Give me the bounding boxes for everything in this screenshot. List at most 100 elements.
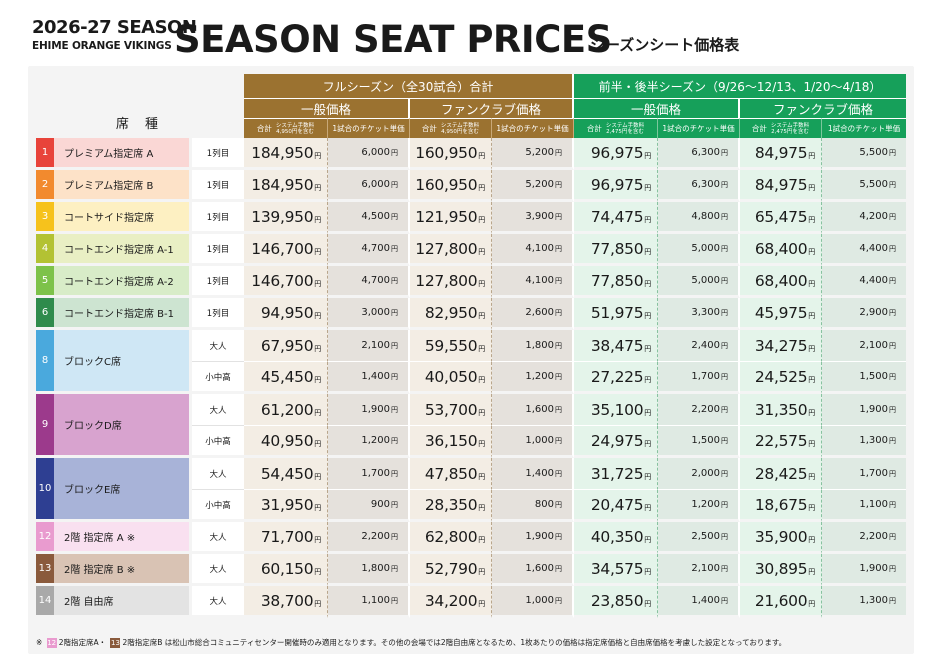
price-value: 31,950 [260, 495, 314, 514]
seat-tier: 小中高 [192, 490, 244, 522]
full-fanclub-per-game: 1,200円 [492, 362, 574, 394]
yen-unit: 円 [478, 279, 485, 288]
yen-unit: 円 [721, 213, 728, 221]
full-general-per-game: 1,100円 [328, 586, 410, 618]
full-general-total: 146,700円 [244, 266, 328, 298]
table-row: 5 コートエンド指定席 A-2 1列目 146,700円 4,700円 127,800円 4… [36, 266, 906, 298]
full-fanclub-total: 121,950円 [410, 202, 492, 234]
yen-unit: 円 [644, 279, 651, 288]
price-value: 35,900 [754, 527, 808, 546]
total-label: 合計 システム手数料 4,950円を含む [410, 118, 492, 138]
half-fanclub-total: 21,600円 [740, 586, 822, 618]
table-row: 10 ブロックE席 大人 54,450円 1,700円 47,850円 1,400円 31,7… [36, 458, 906, 522]
yen-unit: 円 [478, 183, 485, 192]
yen-unit: 円 [889, 373, 896, 381]
half-fanclub-total: 24,525円 [740, 362, 822, 394]
seat-name: ブロックD席 [54, 394, 192, 458]
seat-tier: 小中高 [192, 426, 244, 458]
price-value: 6,000 [361, 179, 390, 190]
yen-unit: 円 [555, 245, 562, 253]
price-value: 1,700 [691, 371, 720, 382]
yen-unit: 円 [555, 501, 562, 509]
full-fanclub-total: 47,850円 [410, 458, 492, 490]
price-value: 1,300 [859, 435, 888, 446]
half-general-per-game: 4,800円 [658, 202, 740, 234]
yen-unit: 円 [644, 344, 651, 353]
price-value: 77,850 [590, 239, 644, 258]
half-general-per-game: 2,400円 [658, 330, 740, 362]
yen-unit: 円 [808, 503, 815, 512]
half-fanclub-total: 28,425円 [740, 458, 822, 490]
full-fanclub-per-game: 1,800円 [492, 330, 574, 362]
price-value: 900 [370, 499, 390, 510]
half-general-per-game: 1,700円 [658, 362, 740, 394]
full-fanclub-per-game: 1,600円 [492, 554, 574, 586]
price-value: 5,000 [691, 243, 720, 254]
per-game-label: 1試合のチケット単価 [822, 118, 906, 138]
price-value: 1,100 [361, 595, 390, 606]
full-general-per-game: 900円 [328, 490, 410, 522]
price-value: 94,950 [260, 303, 314, 322]
yen-unit: 円 [555, 437, 562, 445]
price-value: 4,100 [525, 275, 554, 286]
seat-number: 12 [36, 522, 54, 554]
full-general-per-game: 4,500円 [328, 202, 410, 234]
half-general-total: 96,975円 [574, 138, 658, 170]
seat-tier: 1列目 [192, 234, 244, 266]
yen-unit: 円 [889, 533, 896, 541]
full-general-total: 31,950円 [244, 490, 328, 522]
price-value: 5,500 [859, 179, 888, 190]
yen-unit: 円 [314, 408, 321, 417]
price-value: 1,300 [859, 595, 888, 606]
footnote-text: は松山市総合コミュニティセンター開催時のみ適用となります。その他の会場では2階自… [164, 638, 787, 647]
price-value: 160,950 [415, 175, 478, 194]
full-fanclub-per-game: 1,000円 [492, 586, 574, 618]
full-fanclub-per-game: 2,600円 [492, 298, 574, 330]
price-value: 1,600 [525, 563, 554, 574]
half-season-header: 前半・後半シーズン（9/26～12/13、1/20～4/18） [574, 74, 906, 98]
yen-unit: 円 [555, 213, 562, 221]
half-fanclub-per-game: 4,200円 [822, 202, 906, 234]
yen-unit: 円 [314, 183, 321, 192]
price-value: 1,800 [361, 563, 390, 574]
half-fanclub-per-game: 5,500円 [822, 138, 906, 170]
yen-unit: 円 [721, 373, 728, 381]
system-fee-note: システム手数料 4,950円を含む [440, 122, 480, 135]
full-general-per-game: 4,700円 [328, 234, 410, 266]
price-value: 127,800 [415, 271, 478, 290]
full-season-header: フルシーズン（全30試合）合計 [244, 74, 574, 98]
season-label: 2026-27 SEASON [32, 17, 197, 38]
half-fanclub-per-game: 1,700円 [822, 458, 906, 490]
yen-unit: 円 [808, 375, 815, 384]
full-general-per-game: 1,200円 [328, 426, 410, 458]
full-general-total: 184,950円 [244, 170, 328, 202]
yen-unit: 円 [314, 472, 321, 481]
half-fanclub-total: 84,975円 [740, 170, 822, 202]
price-value: 1,400 [525, 468, 554, 479]
seat-tier: 小中高 [192, 362, 244, 394]
total-text: 合計 [586, 123, 602, 133]
price-value: 2,600 [525, 307, 554, 318]
yen-unit: 円 [391, 277, 398, 285]
yen-unit: 円 [555, 565, 562, 573]
full-general-per-game: 1,800円 [328, 554, 410, 586]
price-value: 51,975 [590, 303, 644, 322]
full-fanclub-per-game: 3,900円 [492, 202, 574, 234]
seat-tier: 大人 [192, 522, 244, 554]
full-fanclub-total: 160,950円 [410, 170, 492, 202]
full-general-total: 60,150円 [244, 554, 328, 586]
price-value: 2,200 [859, 531, 888, 542]
half-general-total: 74,475円 [574, 202, 658, 234]
price-value: 2,100 [859, 340, 888, 351]
yen-unit: 円 [555, 373, 562, 381]
full-general-per-game: 6,000円 [328, 170, 410, 202]
yen-unit: 円 [644, 567, 651, 576]
seat-name: ブロックE席 [54, 458, 192, 522]
yen-unit: 円 [889, 406, 896, 414]
full-fanclub-total: 127,800円 [410, 234, 492, 266]
seat-number: 13 [36, 554, 54, 586]
price-value: 1,500 [691, 435, 720, 446]
price-value: 18,675 [754, 495, 808, 514]
seat-tier: 1列目 [192, 138, 244, 170]
half-fanclub-total: 22,575円 [740, 426, 822, 458]
